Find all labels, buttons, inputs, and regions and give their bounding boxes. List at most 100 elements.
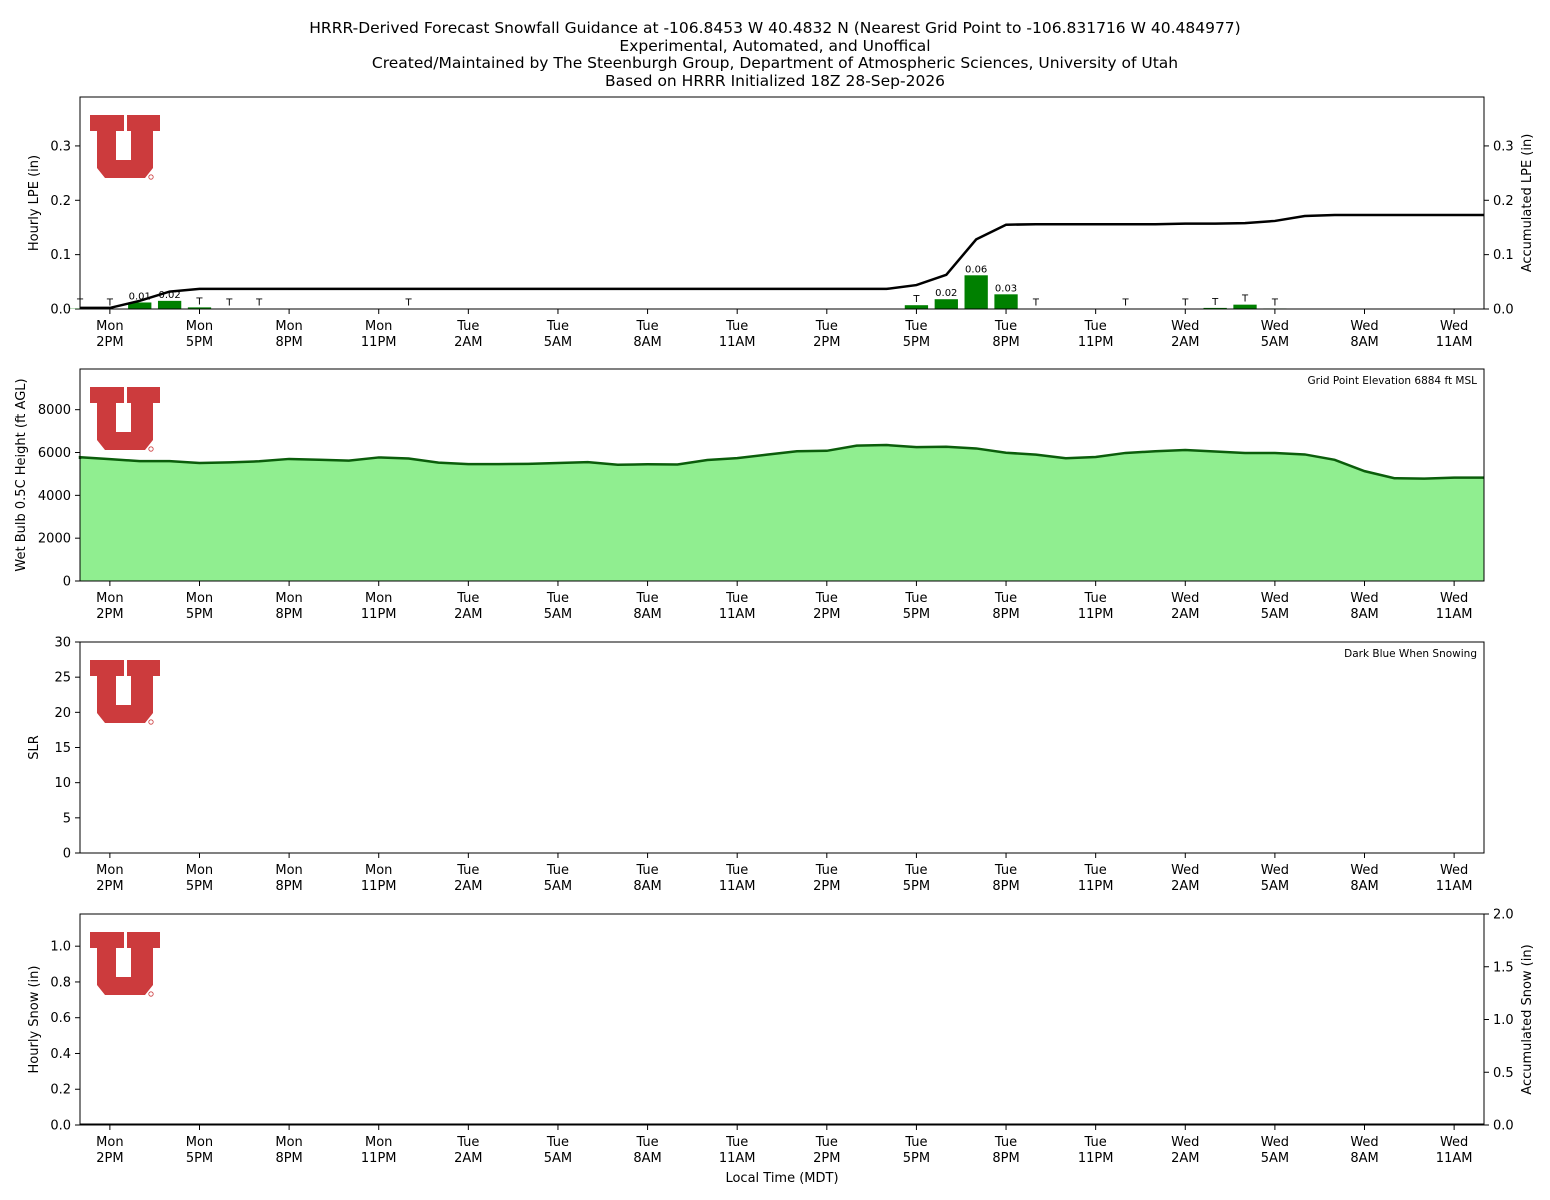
chart-subtitle-maintainer: Created/Maintained by The Steenburgh Gro… [371, 54, 1179, 72]
y-right-tick-label: 2.0 [1493, 908, 1514, 923]
x-tick-day-label: Tue [635, 591, 658, 606]
x-tick-time-label: 2AM [454, 879, 482, 894]
lpe-bar [934, 299, 958, 309]
x-tick-time-label: 8PM [275, 879, 302, 894]
x-tick-time-label: 5PM [186, 1151, 213, 1166]
x-tick-day-label: Wed [1350, 591, 1378, 606]
y-tick-label: 0.0 [50, 1119, 71, 1134]
lpe-bar-label: 0.02 [935, 288, 957, 299]
x-tick-time-label: 8AM [633, 607, 661, 622]
x-tick-time-label: 8AM [1350, 1151, 1378, 1166]
x-tick-day-label: Mon [365, 1135, 392, 1150]
y-tick-label: 8000 [38, 403, 71, 418]
y-tick-label: 0.6 [50, 1011, 71, 1026]
x-tick-day-label: Tue [546, 1135, 569, 1150]
x-tick-time-label: 11PM [361, 607, 397, 622]
x-tick-day-label: Tue [1084, 591, 1107, 606]
utah-u-logo-icon [90, 115, 160, 180]
x-tick-time-label: 2PM [813, 1151, 840, 1166]
x-tick-day-label: Wed [1350, 1135, 1378, 1150]
y-right-tick-label: 0.0 [1493, 1119, 1514, 1134]
x-tick-time-label: 5PM [186, 879, 213, 894]
x-tick-time-label: 2PM [813, 879, 840, 894]
x-tick-time-label: 5AM [1261, 607, 1289, 622]
x-tick-day-label: Wed [1350, 319, 1378, 334]
x-tick-time-label: 8AM [1350, 335, 1378, 350]
x-tick-day-label: Tue [904, 591, 927, 606]
x-tick-day-label: Tue [546, 319, 569, 334]
x-tick-time-label: 5AM [544, 879, 572, 894]
chart-title: HRRR-Derived Forecast Snowfall Guidance … [309, 19, 1241, 37]
x-tick-day-label: Tue [815, 591, 838, 606]
x-tick-day-label: Tue [1084, 319, 1107, 334]
x-tick-time-label: 11AM [1436, 879, 1473, 894]
y-axis-label: Wet Bulb 0.5C Height (ft AGL) [14, 378, 29, 571]
x-tick-day-label: Tue [815, 1135, 838, 1150]
x-tick-time-label: 8AM [1350, 607, 1378, 622]
x-tick-day-label: Mon [365, 319, 392, 334]
x-tick-day-label: Wed [1440, 591, 1468, 606]
x-tick-time-label: 11AM [1436, 335, 1473, 350]
y-tick-label: 1.0 [50, 940, 71, 955]
x-tick-day-label: Wed [1261, 319, 1289, 334]
x-tick-time-label: 11PM [1078, 335, 1114, 350]
x-tick-day-label: Mon [96, 591, 123, 606]
x-tick-day-label: Wed [1171, 319, 1199, 334]
x-tick-day-label: Mon [275, 591, 302, 606]
y-right-axis-label: Accumulated Snow (in) [1520, 944, 1535, 1094]
x-tick-day-label: Mon [365, 591, 392, 606]
x-tick-day-label: Mon [186, 1135, 213, 1150]
x-tick-time-label: 2AM [454, 607, 482, 622]
y-tick-label: 0.0 [50, 303, 71, 318]
x-tick-time-label: 11AM [719, 1151, 756, 1166]
x-tick-time-label: 2PM [96, 607, 123, 622]
x-tick-day-label: Wed [1440, 319, 1468, 334]
y-tick-label: 0.2 [50, 1083, 71, 1098]
x-tick-day-label: Tue [456, 591, 479, 606]
lpe-bar-label: T [1121, 298, 1129, 309]
x-tick-time-label: 11AM [719, 335, 756, 350]
lpe-bar-label: 0.01 [129, 291, 151, 302]
y-tick-label: 0 [63, 575, 71, 590]
lpe-bar-label: T [195, 296, 203, 307]
lpe-bar-label: 0.03 [995, 283, 1017, 294]
y-tick-label: 0 [63, 847, 71, 862]
y-axis-label: Hourly LPE (in) [27, 155, 42, 251]
panel-frame [79, 913, 1485, 1126]
lpe-bar [1233, 304, 1257, 309]
x-tick-time-label: 5PM [903, 879, 930, 894]
panel-annotation: Dark Blue When Snowing [1344, 648, 1477, 660]
x-tick-time-label: 2PM [96, 335, 123, 350]
x-tick-day-label: Tue [546, 863, 569, 878]
utah-u-logo-icon [90, 932, 160, 997]
panel-frame [79, 368, 1485, 582]
lpe-bar [157, 300, 182, 309]
y-tick-label: 0.3 [50, 139, 71, 154]
y-axis-label: SLR [27, 735, 42, 760]
x-tick-time-label: 2AM [454, 335, 482, 350]
y-right-tick-label: 0.1 [1493, 248, 1514, 263]
x-tick-day-label: Wed [1350, 863, 1378, 878]
lpe-bar-label: 0.02 [158, 290, 180, 301]
y-tick-label: 30 [54, 636, 71, 651]
x-tick-day-label: Mon [275, 319, 302, 334]
x-tick-day-label: Tue [994, 591, 1017, 606]
x-tick-day-label: Tue [635, 863, 658, 878]
x-tick-day-label: Tue [456, 863, 479, 878]
x-tick-day-label: Wed [1440, 1135, 1468, 1150]
x-tick-day-label: Wed [1261, 863, 1289, 878]
x-tick-time-label: 5AM [544, 607, 572, 622]
x-tick-day-label: Tue [635, 319, 658, 334]
x-tick-time-label: 8PM [992, 607, 1019, 622]
x-tick-time-label: 11AM [719, 607, 756, 622]
lpe-bar-label: T [405, 298, 413, 309]
x-tick-time-label: 11AM [719, 879, 756, 894]
x-tick-day-label: Mon [365, 863, 392, 878]
x-tick-day-label: Mon [96, 319, 123, 334]
lpe-bar-label: T [255, 298, 263, 309]
x-tick-time-label: 2PM [813, 607, 840, 622]
x-tick-time-label: 8PM [992, 335, 1019, 350]
x-tick-day-label: Tue [994, 1135, 1017, 1150]
x-tick-time-label: 11PM [361, 879, 397, 894]
